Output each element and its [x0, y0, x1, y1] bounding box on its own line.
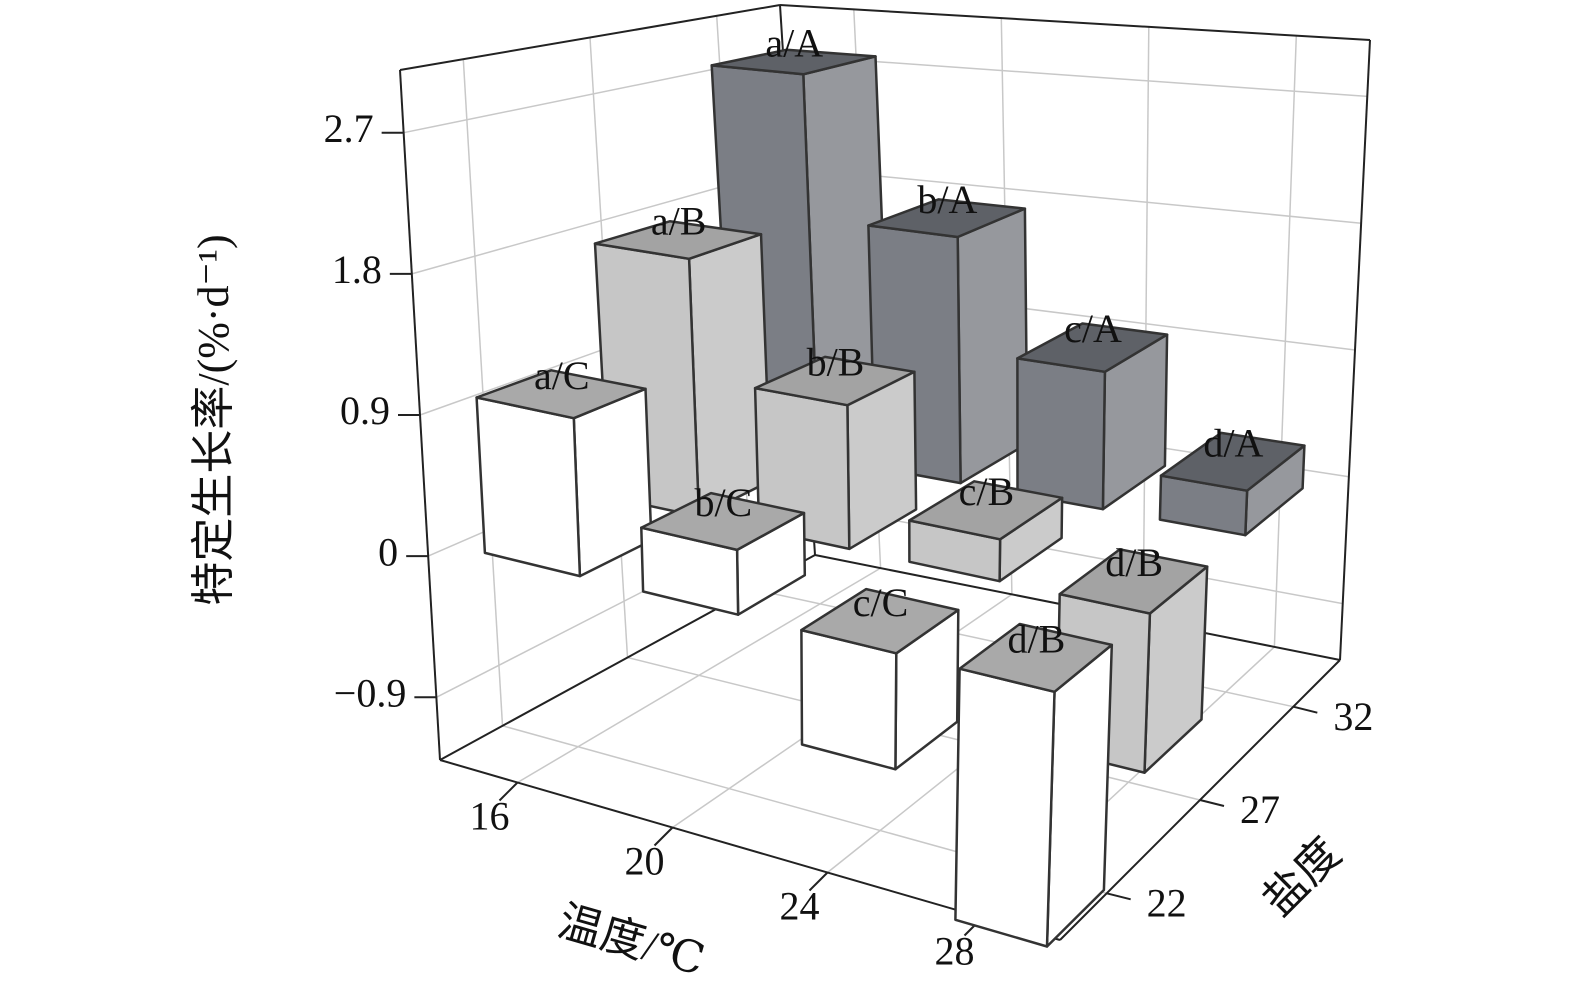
bar-front: [1016, 357, 1107, 511]
y-tick-label: 22: [1147, 881, 1187, 926]
bar-label: c/C: [853, 580, 909, 625]
bar-label: b/A: [917, 177, 977, 222]
x-tick: [808, 871, 829, 892]
bar-top: [1159, 431, 1306, 492]
bar-top: [908, 480, 1064, 541]
y-tick: [1199, 799, 1225, 807]
y-tick: [1293, 705, 1318, 714]
z-tick-label: 2.7: [324, 106, 374, 151]
bar-label: a/C: [534, 353, 590, 398]
bar-top: [593, 220, 763, 261]
bar-label: c/B: [959, 469, 1015, 514]
x-tick-label: 28: [935, 929, 975, 974]
axis-edge: [779, 4, 1371, 41]
bar-top: [710, 48, 877, 76]
bar-label: d/B: [1007, 617, 1065, 662]
y-tick-label: 27: [1240, 787, 1280, 832]
bar-side: [572, 387, 653, 578]
grid-line: [783, 54, 1368, 98]
bar-top: [867, 198, 1027, 239]
bar-label: d/A: [1203, 420, 1263, 465]
grid-line: [811, 504, 1343, 605]
bar-top: [958, 622, 1114, 694]
bar-label: b/B: [807, 340, 865, 385]
z-tick-label: 0: [378, 529, 398, 574]
bar-label: b/C: [694, 480, 752, 525]
grid-line: [1142, 26, 1150, 621]
grid-line: [462, 59, 504, 726]
axis-edge: [399, 4, 781, 71]
bar-top: [1058, 548, 1209, 615]
bar-top: [753, 355, 916, 407]
z-tick-label: 1.8: [332, 247, 382, 292]
y-axis-title: 盐度: [1253, 828, 1350, 925]
x-tick-label: 20: [625, 839, 665, 884]
bar-label: d/B: [1105, 540, 1163, 585]
z-axis-title: 特定生长率/(%·d⁻¹): [189, 234, 238, 605]
x-axis-title: 温度/℃: [553, 897, 710, 985]
x-tick-label: 24: [780, 884, 820, 929]
axis-edge: [1339, 39, 1371, 661]
x-tick-label: 16: [470, 794, 510, 839]
bar-top: [800, 587, 960, 655]
grid-line: [1273, 35, 1298, 647]
bar-label: a/B: [651, 199, 707, 244]
y-tick-label: 32: [1333, 694, 1373, 739]
y-tick: [1106, 892, 1131, 901]
grid-line: [790, 166, 1362, 224]
bar-front: [475, 396, 582, 578]
z-tick-label: −0.9: [334, 670, 407, 715]
bar-top: [640, 491, 806, 552]
bar-front: [954, 667, 1056, 948]
bar-top: [1016, 322, 1169, 374]
bar-top: [475, 369, 647, 420]
z-tick-label: 0.9: [340, 388, 390, 433]
x-tick: [498, 781, 519, 802]
bar-label: c/A: [1064, 306, 1122, 351]
bar-label: a/A: [765, 21, 823, 66]
x-tick: [653, 826, 674, 847]
